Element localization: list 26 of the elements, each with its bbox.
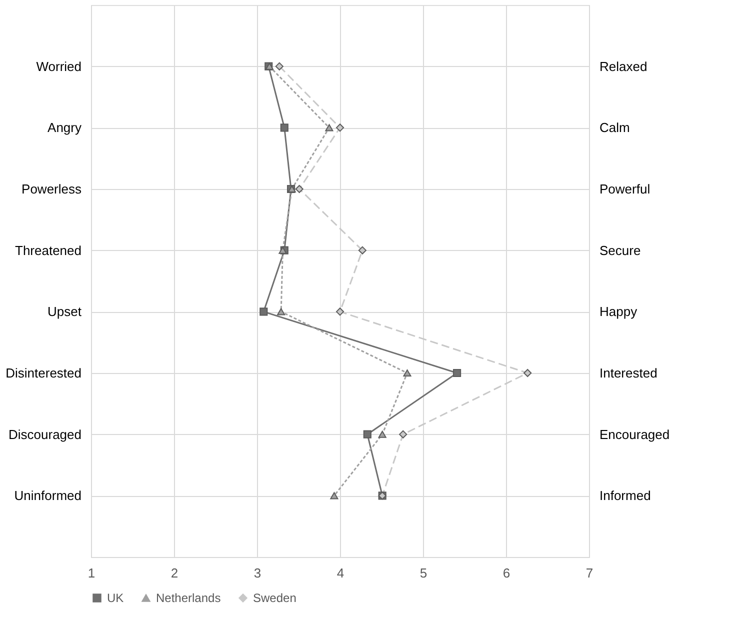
y-tick-label: Threatened — [15, 242, 82, 258]
y2-tick-label: Powerful — [600, 182, 650, 196]
x-tick-label: 2 — [170, 566, 178, 580]
x-tick-label: 6 — [502, 566, 510, 580]
y2-tick-label: Interested — [600, 366, 658, 380]
y2-tick-label: Informed — [600, 488, 651, 504]
x-tick-label: 3 — [254, 566, 262, 580]
x-tick-label: 4 — [336, 566, 344, 580]
y2-tick-label: Relaxed — [600, 58, 648, 74]
y2-tick-label: Secure — [600, 242, 641, 258]
legend-label: UK — [107, 591, 124, 605]
x-tick-label: 5 — [420, 566, 428, 580]
y-tick-label: Angry — [48, 120, 82, 136]
y-tick-label: Disinterested — [6, 366, 82, 380]
y-tick-label: Upset — [48, 304, 82, 320]
y-tick-label: Uninformed — [14, 488, 82, 504]
x-tick-label: 7 — [586, 566, 594, 580]
x-tick-label: 1 — [88, 566, 96, 580]
legend-label: Sweden — [253, 591, 296, 605]
y-tick-label: Powerless — [22, 182, 82, 196]
y2-tick-label: Encouraged — [600, 426, 670, 442]
y2-tick-label: Calm — [600, 120, 630, 136]
y-tick-label: Worried — [36, 58, 82, 74]
y2-tick-label: Happy — [600, 304, 638, 320]
y-tick-label: Discouraged — [8, 426, 82, 442]
legend-label: Netherlands — [156, 591, 221, 605]
